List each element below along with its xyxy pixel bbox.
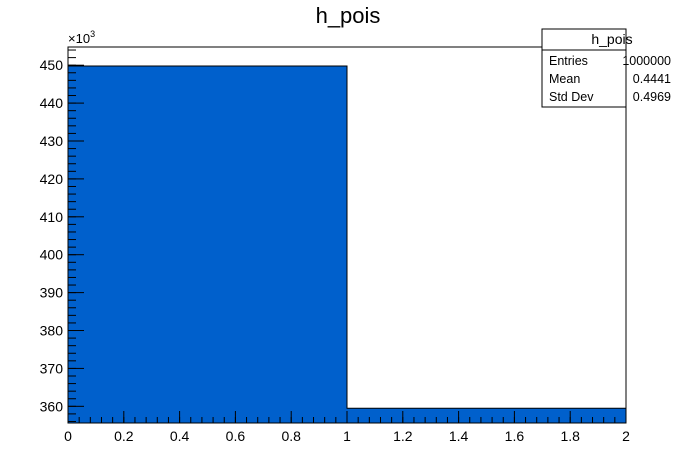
y-tick-label: 410 — [40, 209, 64, 225]
chart-title: h_pois — [316, 3, 381, 28]
stats-box: h_pois Entries 1000000 Mean 0.4441 Std D… — [541, 28, 671, 108]
stats-entries-label: Entries — [549, 54, 588, 68]
x-tick-label: 1.8 — [560, 428, 580, 444]
y-tick-label: 420 — [40, 171, 64, 187]
y-tick-label: 440 — [40, 95, 64, 111]
stats-entries-value: 1000000 — [622, 54, 671, 68]
stats-stddev-value: 0.4969 — [633, 90, 671, 104]
y-tick-label: 430 — [40, 133, 64, 149]
y-tick-label: 400 — [40, 247, 64, 263]
x-tick-label: 2 — [622, 428, 630, 444]
x-tick-label: 0.2 — [114, 428, 134, 444]
stats-box-title: h_pois — [591, 31, 632, 47]
histogram-bin-1 — [347, 408, 626, 423]
y-axis-multiplier: ×103 — [68, 29, 95, 46]
x-tick-label: 1.6 — [505, 428, 525, 444]
y-multiplier-exponent: 3 — [90, 29, 95, 39]
x-tick-label: 0.4 — [170, 428, 190, 444]
stats-stddev-label: Std Dev — [549, 90, 594, 104]
stats-mean-value: 0.4441 — [633, 72, 671, 86]
x-tick-label: 0 — [64, 428, 72, 444]
stats-mean-label: Mean — [549, 72, 580, 86]
x-tick-label: 0.6 — [226, 428, 246, 444]
x-tick-label: 1.2 — [393, 428, 413, 444]
y-tick-label: 380 — [40, 323, 64, 339]
y-multiplier-base: ×10 — [68, 31, 90, 46]
x-tick-label: 0.8 — [281, 428, 301, 444]
y-tick-label: 370 — [40, 360, 64, 376]
y-tick-label: 390 — [40, 285, 64, 301]
histogram-bin-0 — [68, 65, 347, 424]
y-tick-label: 450 — [40, 57, 64, 73]
y-tick-label: 360 — [40, 398, 64, 414]
x-tick-label: 1.4 — [449, 428, 469, 444]
x-tick-label: 1 — [343, 428, 351, 444]
